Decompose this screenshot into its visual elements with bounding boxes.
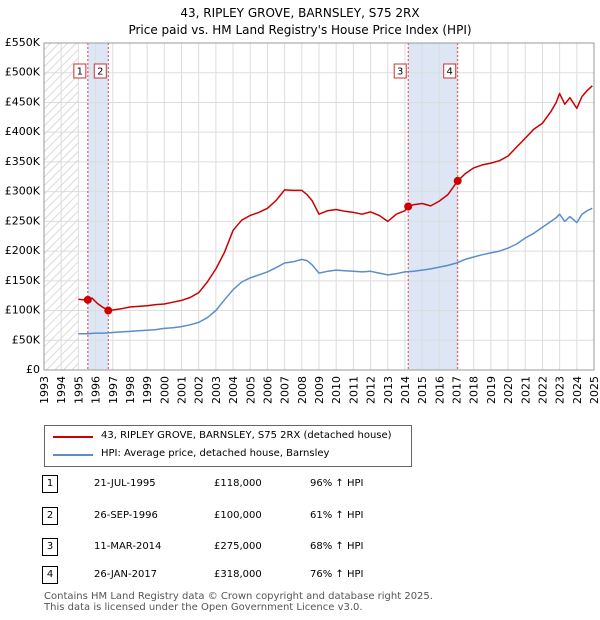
legend-item-property: 43, RIPLEY GROVE, BARNSLEY, S75 2RX (det… (45, 428, 411, 446)
x-tick-label: 1993 (38, 376, 51, 404)
hpi-line (78, 207, 593, 335)
x-tick-label: 1999 (141, 376, 154, 404)
chart-subtitle: Price paid vs. HM Land Registry's House … (128, 23, 472, 37)
sale-row: 4 26-JAN-2017 £318,000 76% ↑ HPI (0, 566, 600, 586)
y-tick-label: £400K (5, 125, 41, 138)
x-tick-label: 2022 (536, 376, 549, 404)
y-tick-label: £500K (5, 66, 41, 79)
sale-price: £100,000 (214, 510, 262, 521)
sale-label-box-2 (93, 63, 107, 79)
x-tick-label: 2011 (347, 376, 360, 404)
chart-title: 43, RIPLEY GROVE, BARNSLEY, S75 2RX (180, 6, 420, 20)
sale-number: 3 (42, 538, 58, 556)
x-tick-label: 2025 (588, 376, 600, 404)
sale-date: 21-JUL-1995 (94, 478, 156, 489)
y-tick-label: £200K (5, 244, 41, 257)
y-tick-label: £100K (5, 304, 41, 317)
x-tick-label: 2023 (554, 376, 567, 404)
footer-licence: This data is licensed under the Open Gov… (44, 602, 363, 613)
legend-swatch-property (53, 436, 93, 438)
sale-price: £318,000 (214, 569, 262, 580)
legend-label-property: 43, RIPLEY GROVE, BARNSLEY, S75 2RX (det… (101, 430, 392, 441)
legend-swatch-hpi (53, 454, 93, 456)
y-tick-label: £450K (5, 95, 41, 108)
x-tick-label: 2012 (365, 376, 378, 404)
sale-number: 2 (42, 507, 58, 525)
sale-date: 26-SEP-1996 (94, 510, 158, 521)
x-tick-label: 2015 (416, 376, 429, 404)
x-tick-label: 2018 (468, 376, 481, 404)
x-tick-label: 1997 (107, 376, 120, 404)
x-tick-label: 1994 (55, 376, 68, 404)
sale-point-4 (453, 176, 462, 185)
x-tick-label: 2001 (176, 376, 189, 404)
x-tick-label: 2003 (210, 376, 223, 404)
y-tick-label: £0 (26, 363, 40, 376)
sale-point-1 (83, 295, 92, 304)
shaded-period-1 (87, 43, 109, 370)
x-tick-label: 2007 (279, 376, 292, 404)
y-tick-label: £550K (5, 36, 41, 49)
x-tick-label: 2006 (261, 376, 274, 404)
sale-row: 3 11-MAR-2014 £275,000 68% ↑ HPI (0, 538, 600, 558)
sale-hpi-change: 68% ↑ HPI (310, 541, 364, 552)
x-tick-label: 2021 (519, 376, 532, 404)
x-tick-label: 2017 (451, 376, 464, 404)
x-tick-label: 1995 (72, 376, 85, 404)
x-tick-label: 2024 (571, 376, 584, 404)
plot-frame (43, 42, 595, 371)
x-tick-label: 2013 (382, 376, 395, 404)
sale-price: £275,000 (214, 541, 262, 552)
x-tick-label: 2019 (485, 376, 498, 404)
sale-point-2 (104, 306, 113, 315)
price-chart: 1 2 3 4 £0 £50K £100K £150K £200K £250K £300K £350… (5, 36, 600, 404)
sale-row: 1 21-JUL-1995 £118,000 96% ↑ HPI (0, 475, 600, 495)
x-tick-label: 2000 (158, 376, 171, 404)
sale-date: 26-JAN-2017 (94, 569, 158, 580)
footer: Contains HM Land Registry data © Crown c… (44, 591, 433, 613)
sale-label-box-3 (393, 63, 407, 79)
x-tick-label: 2008 (296, 376, 309, 404)
y-tick-label: £350K (5, 155, 41, 168)
sale-label-1: 1 (77, 67, 83, 78)
legend-label-hpi: HPI: Average price, detached house, Barn… (101, 448, 330, 459)
sale-label-2: 2 (97, 67, 103, 78)
x-tick-label: 2010 (330, 376, 343, 404)
sale-label-3: 3 (397, 67, 403, 78)
y-tick-label: £250K (5, 214, 41, 227)
y-tick-label: £50K (12, 333, 41, 346)
x-tick-label: 1996 (90, 376, 103, 404)
x-tick-label: 2009 (313, 376, 326, 404)
sale-price: £118,000 (214, 478, 262, 489)
x-tick-label: 2005 (244, 376, 257, 404)
sale-row: 2 26-SEP-1996 £100,000 61% ↑ HPI (0, 507, 600, 527)
x-tick-label: 2004 (227, 376, 240, 404)
legend-item-hpi: HPI: Average price, detached house, Barn… (45, 446, 411, 464)
sale-label-4: 4 (447, 67, 453, 78)
sale-date: 11-MAR-2014 (94, 541, 162, 552)
sale-number: 4 (42, 566, 58, 584)
sale-number: 1 (42, 475, 58, 493)
y-tick-label: £300K (5, 185, 41, 198)
x-tick-label: 2002 (193, 376, 206, 404)
legend: 43, RIPLEY GROVE, BARNSLEY, S75 2RX (det… (44, 425, 412, 467)
property-price-line (78, 85, 593, 312)
x-tick-label: 2020 (502, 376, 515, 404)
sale-label-box-4 (443, 63, 457, 79)
x-tick-label: 2016 (433, 376, 446, 404)
sale-hpi-change: 96% ↑ HPI (310, 478, 364, 489)
y-tick-label: £150K (5, 274, 41, 287)
sale-hpi-change: 61% ↑ HPI (310, 510, 364, 521)
x-tick-label: 1998 (124, 376, 137, 404)
footer-copyright: Contains HM Land Registry data © Crown c… (44, 591, 433, 602)
sale-point-3 (404, 202, 413, 211)
x-tick-label: 2014 (399, 376, 412, 404)
sale-hpi-change: 76% ↑ HPI (310, 569, 364, 580)
sale-label-box-1 (73, 63, 87, 79)
shaded-period-2 (408, 43, 458, 370)
